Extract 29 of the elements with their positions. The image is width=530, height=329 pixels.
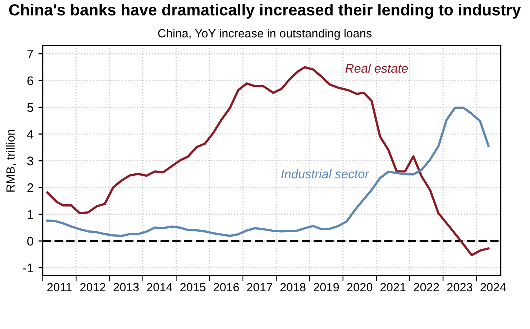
x-tick-label: 2015 bbox=[180, 283, 206, 292]
y-tick-label: 3 bbox=[28, 156, 34, 166]
x-tick-label: 2023 bbox=[447, 283, 473, 292]
chart-subtitle: China, YoY increase in outstanding loans bbox=[158, 29, 372, 40]
x-tick-label: 2021 bbox=[380, 283, 406, 292]
series-label: Real estate bbox=[346, 64, 408, 74]
line-series bbox=[46, 106, 490, 238]
x-tick-label: 2012 bbox=[80, 283, 106, 292]
y-tick-label: 7 bbox=[28, 50, 34, 59]
x-tick-label: 2017 bbox=[247, 283, 272, 292]
y-tick-label: 6 bbox=[28, 76, 34, 86]
x-tick-label: 2024 bbox=[480, 283, 506, 292]
chart-title: China's banks have dramatically increased their lending to industry bbox=[9, 4, 522, 19]
y-tick-label: 4 bbox=[27, 130, 34, 139]
x-tick-label: 2019 bbox=[314, 283, 340, 292]
x-tick-label: 2022 bbox=[414, 283, 440, 292]
y-tick-label: 5 bbox=[28, 103, 34, 112]
y-tick-label: 2 bbox=[28, 184, 34, 192]
x-tick-label: 2020 bbox=[347, 283, 373, 292]
x-tick-label: 2018 bbox=[280, 283, 306, 292]
series-label: Industrial sector bbox=[282, 169, 370, 179]
y-tick-label: 0 bbox=[28, 237, 34, 246]
y-axis-title: RMB, trillion bbox=[6, 130, 16, 192]
x-tick-label: 2014 bbox=[147, 283, 173, 292]
y-tick-label: -1 bbox=[23, 264, 34, 273]
y-tick-label: 1 bbox=[28, 210, 34, 220]
x-tick-label: 2011 bbox=[48, 283, 72, 292]
x-tick-label: 2013 bbox=[114, 283, 140, 292]
x-tick-label: 2016 bbox=[214, 283, 240, 292]
